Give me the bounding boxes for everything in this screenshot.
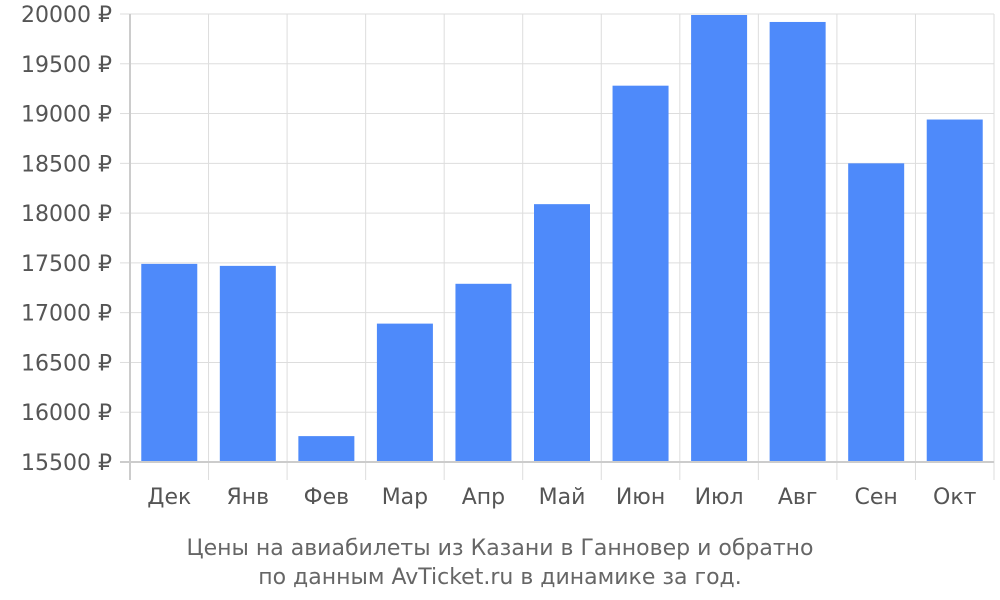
bar-7 xyxy=(612,85,669,463)
bar-3 xyxy=(298,436,355,462)
bar-9 xyxy=(769,21,826,462)
y-tick-label: 17000 ₽ xyxy=(21,302,112,327)
y-tick-label: 19000 ₽ xyxy=(21,103,112,128)
x-tick-label: Авг xyxy=(778,485,818,510)
x-tick-label: Мар xyxy=(382,485,428,510)
bar-1 xyxy=(141,263,198,462)
bar-2 xyxy=(219,265,276,462)
bar-11 xyxy=(926,119,983,462)
x-tick-labels: Дек Янв Фев Мар Апр Май Июн Июл Авг Сен Окт xyxy=(147,485,976,510)
x-tick-label: Июл xyxy=(695,485,744,510)
y-tick-label: 17500 ₽ xyxy=(21,252,112,277)
x-tick-label: Июн xyxy=(616,485,665,510)
y-tick-label: 18000 ₽ xyxy=(21,202,112,227)
bar-10 xyxy=(848,163,905,463)
y-tick-labels: 15500 ₽ 16000 ₽ 16500 ₽ 17000 ₽ 17500 ₽ 18000… xyxy=(21,3,112,476)
y-tick-label: 20000 ₽ xyxy=(21,3,112,28)
x-tick-label: Фев xyxy=(304,485,349,510)
y-tick-label: 16500 ₽ xyxy=(21,351,112,376)
caption-line-2: по данным AvTicket.ru в динамике за год. xyxy=(258,565,742,590)
bar-8 xyxy=(691,14,748,463)
caption-line-1: Цены на авиабилеты из Казани в Ганновер … xyxy=(187,536,814,561)
bar-4 xyxy=(376,323,433,462)
bars xyxy=(141,14,983,463)
y-tick-label: 16000 ₽ xyxy=(21,401,112,426)
x-tick-label: Май xyxy=(539,485,586,510)
y-tick-label: 18500 ₽ xyxy=(21,152,112,177)
x-tick-label: Сен xyxy=(855,485,898,510)
x-tick-label: Окт xyxy=(933,485,977,510)
x-tick-label: Янв xyxy=(226,485,269,510)
bar-5 xyxy=(455,283,512,462)
x-tick-label: Дек xyxy=(147,485,191,510)
y-tick-label: 19500 ₽ xyxy=(21,53,112,78)
axes xyxy=(120,14,994,480)
bar-6 xyxy=(534,204,590,462)
y-tick-label: 15500 ₽ xyxy=(21,451,112,476)
x-tick-label: Апр xyxy=(462,485,505,510)
